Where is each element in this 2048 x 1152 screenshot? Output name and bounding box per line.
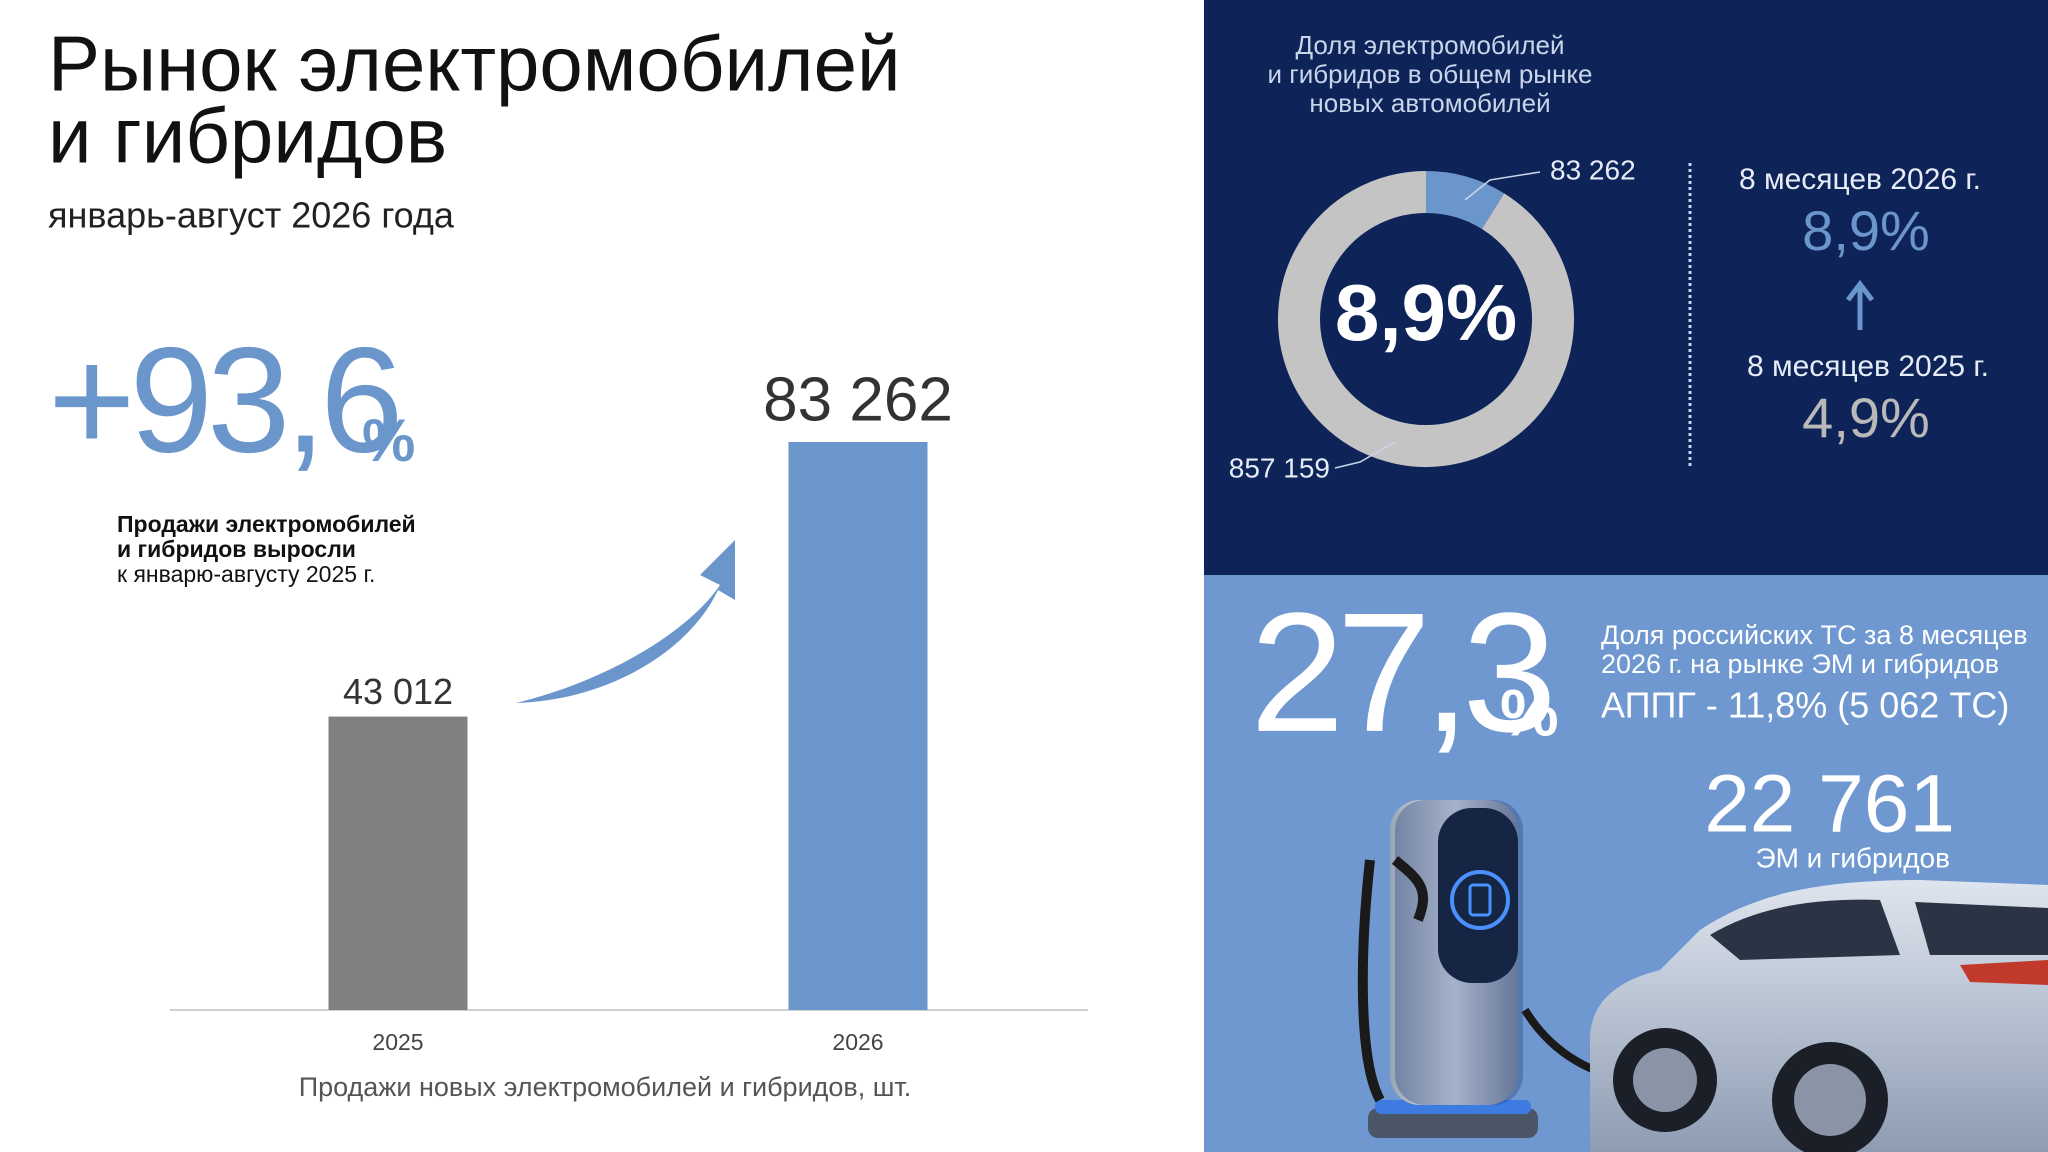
title: и гибридов xyxy=(48,92,447,180)
pie-title: Доля электромобилей xyxy=(1296,30,1565,60)
comparison-label: 8 месяцев 2026 г. xyxy=(1739,163,1981,196)
comparison-value: 4,9% xyxy=(1802,386,1930,449)
up-arrow xyxy=(1846,279,1874,330)
growth-value: +93,6 xyxy=(48,316,398,484)
bar-value-label: 43 012 xyxy=(343,671,453,712)
growth-unit: % xyxy=(362,407,415,474)
x-tick-label: 2026 xyxy=(832,1029,883,1055)
russian-count-label: ЭМ и гибридов xyxy=(1755,842,1950,873)
bar xyxy=(788,442,928,1010)
growth-arrow xyxy=(516,540,735,703)
russian-value: 27,3 xyxy=(1250,578,1550,768)
pie-title: и гибридов в общем рынке xyxy=(1268,59,1593,89)
donut-center-label: 8,9% xyxy=(1335,268,1517,357)
leader-line xyxy=(1464,171,1541,201)
donut-segment xyxy=(1425,171,1505,230)
russian-text: 2026 г. на рынке ЭМ и гибридов xyxy=(1601,649,1999,679)
russian-count: 22 761 xyxy=(1704,759,1955,850)
russian-unit: % xyxy=(1500,675,1559,749)
donut-value-label: 857 159 xyxy=(1229,452,1330,483)
donut-value-label: 83 262 xyxy=(1550,154,1636,185)
russian-last-year: АППГ - 11,8% (5 062 ТС) xyxy=(1601,685,2009,726)
x-axis-label: Продажи новых электромобилей и гибридов,… xyxy=(299,1072,912,1102)
dark-panel xyxy=(1204,0,2048,575)
title: Рынок электромобилей xyxy=(48,20,901,108)
donut-segment xyxy=(1278,171,1574,467)
comparison-label: 8 месяцев 2025 г. xyxy=(1747,350,1989,383)
subtitle: январь-август 2026 года xyxy=(48,195,455,236)
x-tick-label: 2025 xyxy=(372,1029,423,1055)
comparison-value: 8,9% xyxy=(1802,199,1930,262)
bar-value-label: 83 262 xyxy=(763,365,953,434)
pie-title: новых автомобилей xyxy=(1309,88,1550,118)
bar xyxy=(328,716,468,1010)
leader-line xyxy=(1334,441,1396,469)
car-illustration xyxy=(1590,880,2048,1152)
growth-text: Продажи электромобилей xyxy=(117,511,416,537)
russian-text: Доля российских ТС за 8 месяцев xyxy=(1601,620,2028,650)
growth-text: и гибридов выросли xyxy=(117,536,356,562)
growth-text: к январю-августу 2025 г. xyxy=(117,561,375,587)
